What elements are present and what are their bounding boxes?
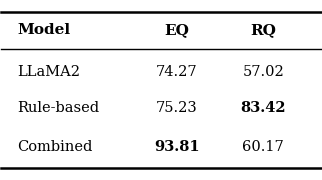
Text: EQ: EQ	[165, 23, 189, 37]
Text: Combined: Combined	[17, 140, 93, 154]
Text: LLaMA2: LLaMA2	[17, 65, 80, 79]
Text: RQ: RQ	[250, 23, 276, 37]
Text: 74.27: 74.27	[156, 65, 198, 79]
Text: 83.42: 83.42	[240, 101, 286, 115]
Text: 75.23: 75.23	[156, 101, 198, 115]
Text: Rule-based: Rule-based	[17, 101, 99, 115]
Text: 60.17: 60.17	[242, 140, 284, 154]
Text: 93.81: 93.81	[154, 140, 200, 154]
Text: Model: Model	[17, 23, 71, 37]
Text: 57.02: 57.02	[242, 65, 284, 79]
